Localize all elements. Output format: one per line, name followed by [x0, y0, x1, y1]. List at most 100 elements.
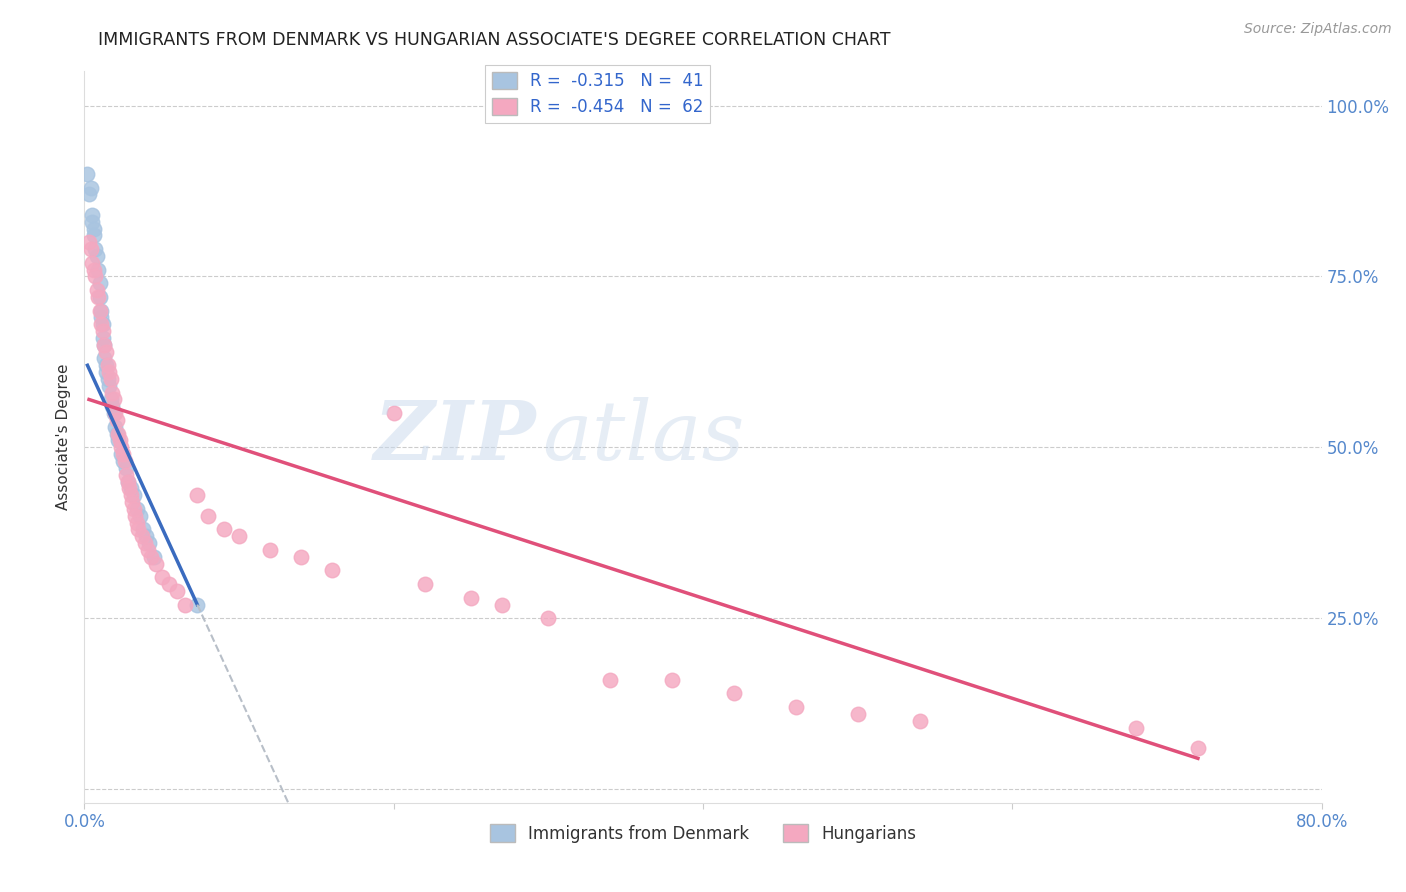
Point — [125, 501, 148, 516]
Point — [166, 583, 188, 598]
Point — [228, 529, 250, 543]
Point — [159, 577, 180, 591]
Point — [90, 318, 112, 332]
Point — [83, 228, 105, 243]
Point — [86, 249, 108, 263]
Point — [108, 434, 131, 448]
Point — [174, 598, 197, 612]
Point — [134, 536, 156, 550]
Point — [460, 591, 482, 605]
Point — [136, 542, 159, 557]
Point — [96, 372, 118, 386]
Point — [89, 303, 111, 318]
Point — [212, 522, 235, 536]
Point — [491, 598, 513, 612]
Point — [661, 673, 683, 687]
Point — [117, 475, 139, 489]
Point — [77, 187, 100, 202]
Y-axis label: Associate's Degree: Associate's Degree — [56, 364, 72, 510]
Point — [908, 714, 931, 728]
Point — [129, 508, 152, 523]
Point — [79, 242, 101, 256]
Point — [93, 338, 115, 352]
Point — [83, 262, 105, 277]
Point — [105, 426, 128, 441]
Point — [127, 522, 149, 536]
Point — [96, 359, 118, 373]
Point — [120, 488, 142, 502]
Point — [90, 303, 112, 318]
Point — [114, 454, 136, 468]
Point — [150, 570, 173, 584]
Point — [112, 454, 135, 468]
Point — [1187, 741, 1209, 756]
Point — [100, 372, 122, 386]
Point — [138, 536, 160, 550]
Text: IMMIGRANTS FROM DENMARK VS HUNGARIAN ASSOCIATE'S DEGREE CORRELATION CHART: IMMIGRANTS FROM DENMARK VS HUNGARIAN ASS… — [98, 31, 891, 49]
Legend: Immigrants from Denmark, Hungarians: Immigrants from Denmark, Hungarians — [484, 818, 922, 849]
Point — [105, 413, 128, 427]
Point — [98, 365, 121, 379]
Point — [101, 400, 124, 414]
Point — [107, 426, 129, 441]
Point — [112, 447, 135, 461]
Point — [139, 549, 162, 564]
Point — [79, 180, 101, 194]
Text: atlas: atlas — [543, 397, 745, 477]
Point — [91, 331, 114, 345]
Point — [84, 242, 107, 256]
Point — [131, 529, 153, 543]
Point — [115, 467, 138, 482]
Text: ZIP: ZIP — [374, 397, 536, 477]
Point — [101, 385, 124, 400]
Point — [259, 542, 281, 557]
Point — [94, 365, 117, 379]
Point — [89, 277, 111, 291]
Point — [197, 508, 219, 523]
Point — [100, 392, 122, 407]
Point — [87, 262, 110, 277]
Point — [104, 406, 127, 420]
Point — [91, 318, 114, 332]
Point — [82, 215, 104, 229]
Point — [83, 221, 105, 235]
Point — [115, 460, 138, 475]
Point — [77, 235, 100, 250]
Point — [382, 406, 405, 420]
Text: Source: ZipAtlas.com: Source: ZipAtlas.com — [1244, 22, 1392, 37]
Point — [145, 557, 167, 571]
Point — [82, 256, 104, 270]
Point — [93, 338, 115, 352]
Point — [290, 549, 312, 564]
Point — [84, 269, 107, 284]
Point — [122, 488, 145, 502]
Point — [121, 495, 143, 509]
Point — [846, 706, 869, 721]
Point — [413, 577, 436, 591]
Point — [91, 324, 114, 338]
Point — [110, 440, 132, 454]
Point — [135, 529, 157, 543]
Point — [117, 475, 139, 489]
Point — [122, 501, 145, 516]
Point — [118, 481, 141, 495]
Point — [76, 167, 98, 181]
Point — [107, 434, 129, 448]
Point — [98, 379, 121, 393]
Point — [89, 290, 111, 304]
Point — [87, 290, 110, 304]
Point — [82, 208, 104, 222]
Point — [103, 392, 125, 407]
Point — [785, 700, 807, 714]
Point — [94, 359, 117, 373]
Point — [104, 420, 127, 434]
Point — [537, 611, 560, 625]
Point — [124, 508, 146, 523]
Point — [110, 447, 132, 461]
Point — [93, 351, 115, 366]
Point — [103, 406, 125, 420]
Point — [132, 522, 155, 536]
Point — [86, 283, 108, 297]
Point — [321, 563, 343, 577]
Point — [599, 673, 621, 687]
